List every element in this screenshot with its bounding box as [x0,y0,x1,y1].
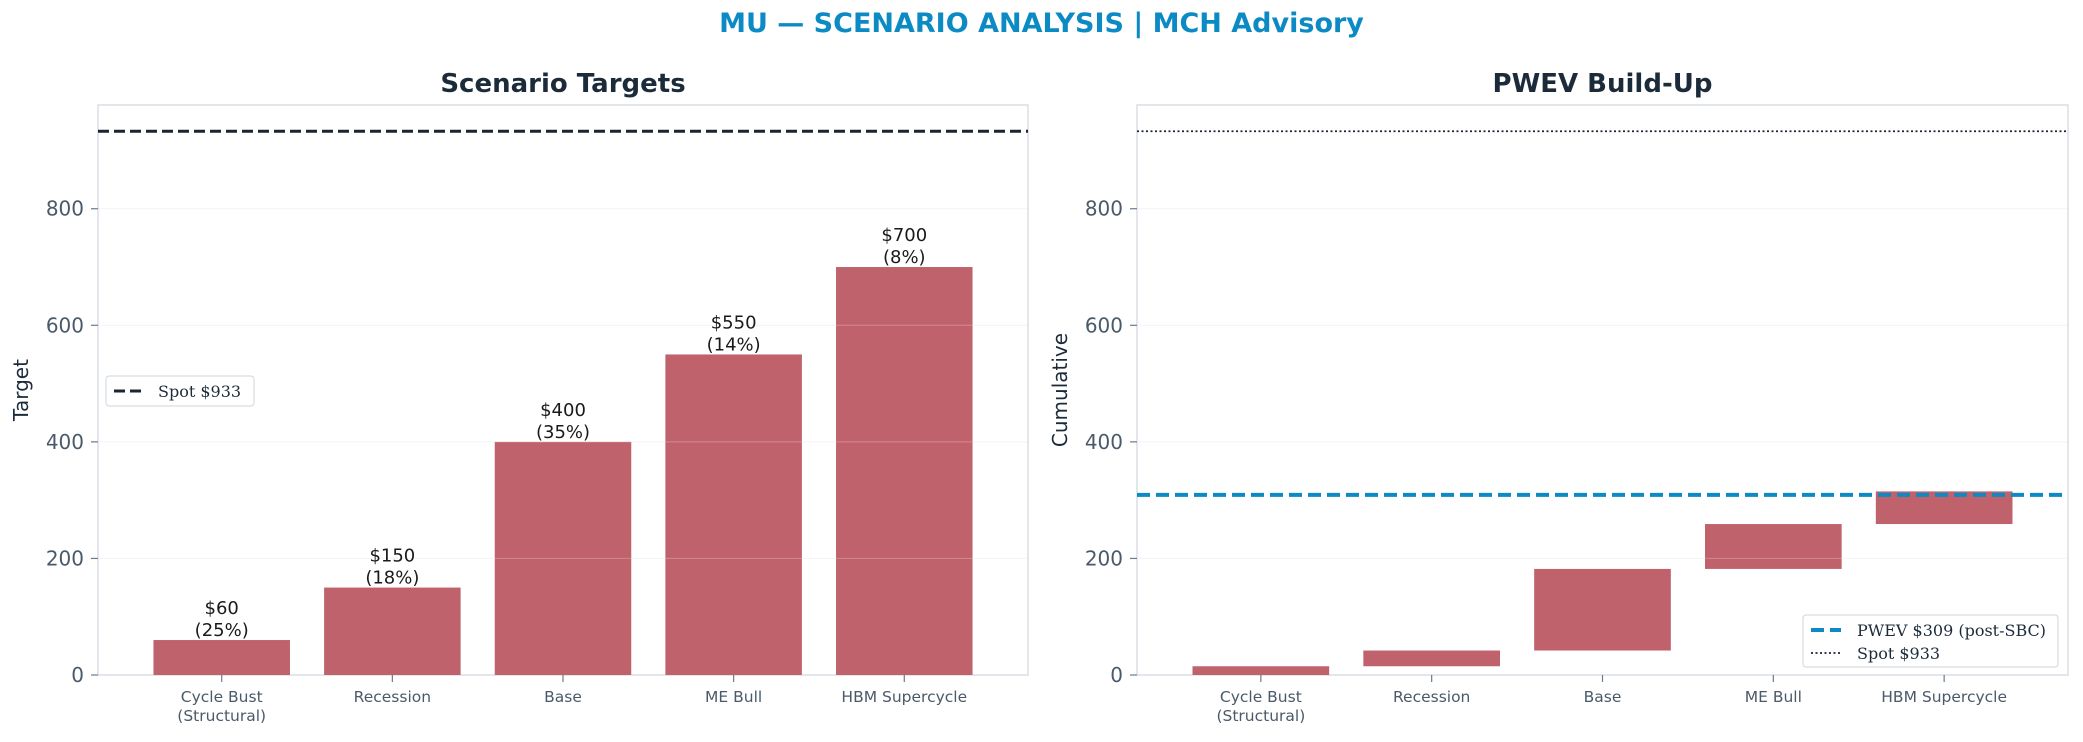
bar-3 [494,441,632,675]
data-label-value: $150 [369,546,415,567]
data-label-prob: (14%) [707,334,761,355]
data-label-value: $550 [711,312,757,333]
y-axis-label: Cumulative [1048,333,1072,447]
bar-5 [836,267,973,675]
bar-2 [1363,650,1501,667]
data-label-value: $400 [540,400,586,421]
y-tick-label: 600 [1085,313,1123,337]
y-tick-label: 800 [1085,197,1123,221]
y-tick-label: 400 [1085,430,1123,454]
x-tick-label: Recession [354,688,431,706]
data-label-prob: (18%) [365,568,419,589]
x-tick-label: HBM Supercycle [841,688,967,706]
y-tick-label: 200 [46,546,84,570]
legend-box [1802,614,2059,668]
y-axis-label: Target [9,359,33,422]
bar-4 [665,354,802,675]
bar-1 [153,640,290,675]
bar-1 [1192,666,1330,675]
y-tick-label: 0 [71,663,84,687]
bar-3 [1534,568,1671,651]
legend: PWEV $309 (post-SBC) Spot $933 [1802,614,2059,668]
x-tick-label: Cycle Bust (Structural) [1216,688,1305,725]
figure-title: MU — SCENARIO ANALYSIS | MCH Advisory [719,8,1364,39]
data-label-value: $60 [205,598,239,619]
legend-box [105,375,255,407]
x-tick-label: HBM Supercycle [1881,688,2007,706]
chart-panel-1: Scenario Targets 0 200 400 600 800 Target Cycle… [9,69,1029,725]
data-label-prob: (8%) [883,247,926,268]
y-tick-label: 600 [46,313,84,337]
x-tick-label: ME Bull [705,688,762,706]
data-label-prob: (35%) [536,422,590,443]
y-tick-label: 800 [46,197,84,221]
chart-title: Scenario Targets [440,69,685,99]
legend-label: PWEV $309 (post-SBC) [1857,621,2046,640]
chart-title: PWEV Build-Up [1493,69,1713,99]
legend-label: Spot $933 [158,382,241,401]
data-label-prob: (25%) [195,620,249,641]
x-tick-label: Base [1584,688,1622,706]
x-tick-label: Recession [1393,688,1470,706]
x-tick-label: Base [544,688,582,706]
x-tick-label: ME Bull [1745,688,1802,706]
legend: Spot $933 [105,375,255,407]
data-label-value: $700 [881,225,927,246]
legend-label: Spot $933 [1857,644,1940,663]
bar-2 [324,587,461,675]
y-tick-label: 0 [1110,663,1123,687]
y-tick-label: 400 [46,430,84,454]
bar-4 [1704,524,1842,569]
y-tick-label: 200 [1085,546,1123,570]
x-tick-label: Cycle Bust (Structural) [177,688,266,725]
chart-panel-2: PWEV Build-Up 0 200 400 600 800 Cumulative Cycl… [1048,69,2069,725]
